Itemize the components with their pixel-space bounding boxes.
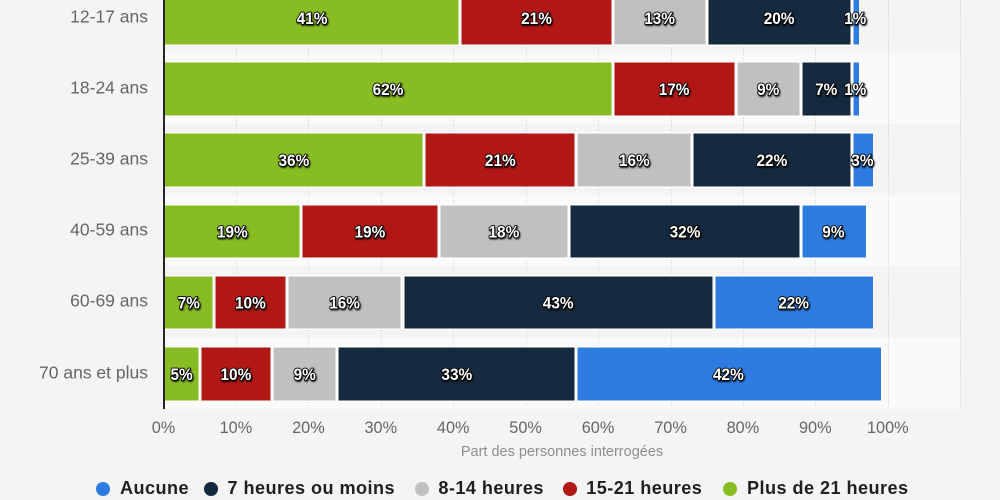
svg-text:10%: 10% <box>221 365 252 384</box>
svg-text:17%: 17% <box>659 80 690 99</box>
svg-text:18%: 18% <box>489 222 520 241</box>
svg-text:19%: 19% <box>217 222 248 241</box>
svg-text:22%: 22% <box>757 151 788 170</box>
svg-text:36%: 36% <box>279 151 310 170</box>
svg-text:22%: 22% <box>778 294 809 313</box>
svg-text:3%: 3% <box>851 151 873 170</box>
svg-text:9%: 9% <box>294 365 316 384</box>
svg-text:5%: 5% <box>171 365 193 384</box>
svg-text:19%: 19% <box>355 222 386 241</box>
svg-text:42%: 42% <box>713 365 744 384</box>
svg-text:1%: 1% <box>844 80 866 99</box>
svg-text:13%: 13% <box>644 9 675 28</box>
svg-text:20%: 20% <box>764 9 795 28</box>
svg-text:21%: 21% <box>485 151 516 170</box>
svg-text:9%: 9% <box>822 222 844 241</box>
svg-text:62%: 62% <box>373 80 404 99</box>
svg-text:1%: 1% <box>844 9 866 28</box>
svg-text:9%: 9% <box>757 80 779 99</box>
svg-text:7%: 7% <box>815 80 837 99</box>
svg-text:21%: 21% <box>521 9 552 28</box>
svg-text:16%: 16% <box>619 151 650 170</box>
svg-text:16%: 16% <box>329 294 360 313</box>
svg-text:7%: 7% <box>178 294 200 313</box>
svg-text:33%: 33% <box>441 365 472 384</box>
svg-text:41%: 41% <box>297 9 328 28</box>
svg-text:32%: 32% <box>670 222 701 241</box>
svg-text:43%: 43% <box>543 294 574 313</box>
svg-text:10%: 10% <box>235 294 266 313</box>
